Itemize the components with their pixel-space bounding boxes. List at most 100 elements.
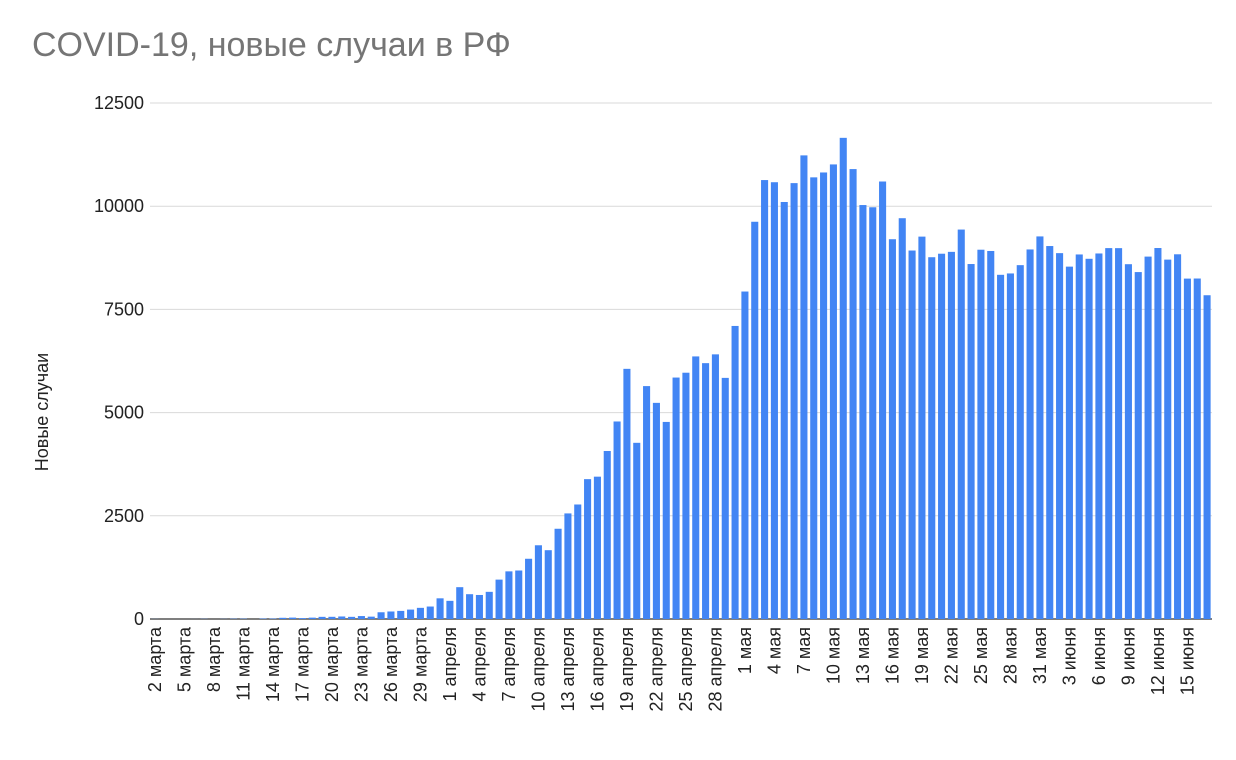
x-tick-label: 14 марта	[263, 626, 283, 702]
x-tick-label: 1 мая	[735, 627, 755, 674]
bar: 12 июня: 8987	[1154, 248, 1162, 619]
bars: 2 марта: 23 марта: 04 марта: 05 марта: 0…	[151, 137, 1211, 620]
bar: 6 апреля: 954	[495, 579, 503, 619]
x-tick-label: 16 апреля	[587, 627, 607, 711]
x-tick-label: 5 марта	[174, 626, 194, 692]
x-tick-label: 23 марта	[351, 626, 371, 702]
bar: 20 мая: 8764	[928, 257, 936, 619]
bar: 6 июня: 8855	[1095, 253, 1103, 619]
x-tick-label: 1 апреля	[440, 627, 460, 701]
bar: 30 мая: 8952	[1026, 249, 1034, 619]
bar: 11 апреля: 1667	[544, 550, 552, 619]
x-tick-label: 17 марта	[292, 626, 312, 702]
x-tick-label: 29 марта	[410, 626, 430, 702]
bar: 19 апреля: 6060	[623, 368, 631, 619]
x-tick-label: 13 апреля	[558, 627, 578, 711]
x-tick-label: 25 мая	[971, 627, 991, 684]
y-axis-label: Новые случаи	[32, 353, 52, 471]
bar: 2 мая: 9623	[751, 221, 759, 619]
y-tick-label: 5000	[104, 403, 144, 423]
x-tick-label: 22 апреля	[646, 627, 666, 711]
bar: 24 марта: 57	[367, 616, 375, 619]
bar: 9 июня: 8595	[1124, 264, 1132, 619]
bar: 23 марта: 71	[357, 616, 365, 619]
grid-lines	[150, 102, 1212, 620]
x-tick-label: 22 мая	[941, 627, 961, 684]
bar: 13 июня: 8706	[1164, 259, 1172, 619]
bar: 15 июня: 8246	[1183, 278, 1191, 619]
bar: 7 апреля: 1154	[505, 571, 513, 619]
bar: 4 мая: 10581	[770, 182, 778, 619]
bar: 21 мая: 8849	[938, 253, 946, 619]
bar: 11 июня: 8779	[1144, 256, 1152, 619]
bar: 3 апреля: 601	[466, 594, 474, 619]
x-tick-label: 8 марта	[204, 626, 224, 692]
x-tick-label: 19 мая	[912, 627, 932, 684]
bar: 16 марта: 34	[289, 617, 297, 619]
bar: 10 апреля: 1786	[534, 545, 542, 619]
bar: 18 мая: 8926	[908, 250, 916, 619]
bar: 8 мая: 10699	[810, 177, 818, 619]
bar: 9 мая: 10817	[820, 172, 828, 619]
bar: 30 апреля: 7099	[731, 325, 739, 619]
bar: 16 июня: 8248	[1193, 278, 1201, 619]
bar: 29 марта: 270	[416, 607, 424, 619]
bar: 5 апреля: 658	[485, 591, 493, 619]
bar: 21 марта: 61	[338, 616, 346, 619]
bar: 8 апреля: 1175	[515, 570, 523, 619]
x-tick-label: 15 июня	[1177, 627, 1197, 695]
x-tick-label: 28 мая	[1000, 627, 1020, 684]
bar: 17 мая: 9709	[898, 218, 906, 619]
bar: 21 апреля: 5642	[643, 386, 651, 619]
bar: 4 апреля: 582	[475, 594, 483, 619]
bar: 15 мая: 10598	[879, 181, 887, 619]
x-tick-label: 25 апреля	[676, 627, 696, 711]
bar: 19 мая: 9263	[918, 236, 926, 619]
bar: 12 мая: 10899	[849, 169, 857, 619]
bar: 15 апреля: 3388	[584, 479, 592, 619]
x-tick-label: 4 апреля	[469, 627, 489, 701]
bar: 5 июня: 8726	[1085, 258, 1093, 619]
y-tick-label: 10000	[94, 196, 144, 216]
x-tick-label: 20 марта	[322, 626, 342, 702]
bar: 27 апреля: 6198	[702, 363, 710, 619]
bar: 22 марта: 52	[348, 616, 356, 619]
bar: 20 марта: 53	[328, 616, 336, 619]
bar: 3 мая: 10633	[761, 180, 769, 619]
bar: 1 апреля: 440	[446, 600, 454, 619]
bar: 31 марта: 501	[436, 598, 444, 619]
x-tick-label: 16 мая	[882, 627, 902, 684]
bar: 26 марта: 182	[387, 611, 395, 619]
bar: 9 апреля: 1459	[525, 558, 533, 619]
x-tick-label: 4 мая	[764, 627, 784, 674]
bar: 2 апреля: 771	[456, 587, 464, 619]
bar: 7 мая: 11231	[800, 155, 808, 619]
bar: 17 марта: 21	[298, 618, 306, 619]
bar: 26 апреля: 6361	[692, 356, 700, 619]
bar: 11 мая: 11656	[839, 137, 847, 619]
bar: 7 июня: 8985	[1105, 248, 1113, 619]
bar: 16 апреля: 3448	[593, 476, 601, 619]
x-tick-label: 13 мая	[853, 627, 873, 684]
bar: 18 апреля: 4785	[613, 421, 621, 619]
x-tick-label: 7 мая	[794, 627, 814, 674]
x-tick-label: 28 апреля	[705, 627, 725, 711]
bar: 8 июня: 8984	[1115, 248, 1123, 619]
bar: 22 апреля: 5236	[652, 402, 660, 619]
bar: 25 апреля: 5966	[682, 372, 690, 619]
bar: 24 мая: 8599	[967, 264, 975, 619]
bar: 26 мая: 8915	[987, 250, 995, 620]
chart-title: COVID-19, новые случаи в РФ	[32, 26, 511, 64]
y-tick-label: 2500	[104, 506, 144, 526]
bar: 1 мая: 7933	[741, 291, 749, 619]
bar: 25 марта: 163	[377, 612, 385, 619]
x-tick-label: 12 июня	[1148, 627, 1168, 695]
bar: 27 марта: 196	[397, 610, 405, 619]
bar: 28 марта: 228	[407, 609, 415, 619]
bar: 19 марта: 52	[318, 616, 326, 619]
x-axis-ticks: 2 марта 5 марта 8 марта 11 марта 14 марта 17 …	[145, 626, 1198, 711]
bar: 13 апреля: 2558	[564, 513, 572, 619]
bar: 29 мая: 8572	[1016, 265, 1024, 619]
